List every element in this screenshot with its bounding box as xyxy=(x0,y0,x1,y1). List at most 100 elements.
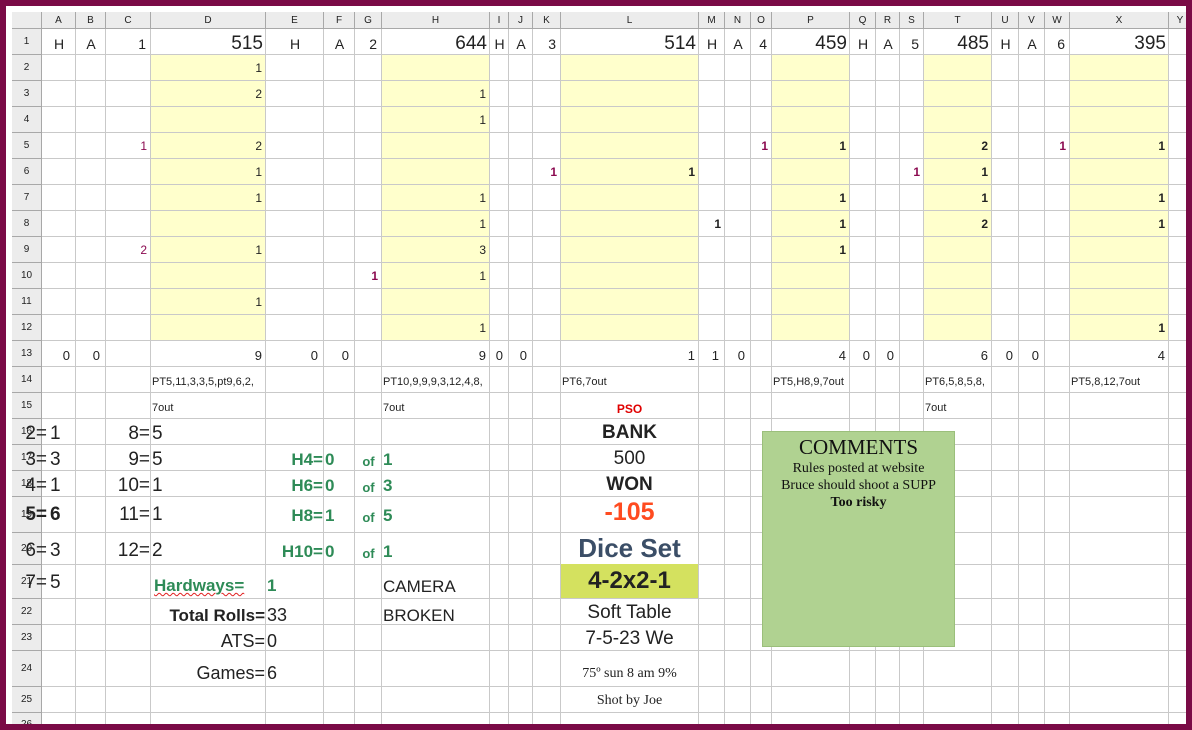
row-header-10[interactable]: 10 xyxy=(12,263,42,289)
cell-m13[interactable] xyxy=(699,341,725,367)
cell-l6[interactable] xyxy=(561,159,699,185)
cell-l5[interactable] xyxy=(561,133,699,159)
cell-g14[interactable] xyxy=(355,367,382,393)
cell-e2[interactable] xyxy=(266,55,324,81)
cell-l15[interactable] xyxy=(561,393,699,419)
cell-h16[interactable] xyxy=(382,419,490,445)
cell-o26[interactable] xyxy=(751,713,772,724)
cell-y11[interactable] xyxy=(1169,289,1186,315)
cell-k16[interactable] xyxy=(533,419,561,445)
cell-i24[interactable] xyxy=(490,651,509,687)
cell-c23[interactable] xyxy=(106,625,151,651)
cell-b20[interactable] xyxy=(76,533,106,565)
cell-f3[interactable] xyxy=(324,81,355,107)
cell-v21[interactable] xyxy=(1019,565,1045,599)
cell-m2[interactable] xyxy=(699,55,725,81)
cell-s1[interactable] xyxy=(900,29,924,55)
cell-l22[interactable] xyxy=(561,599,699,625)
cell-w23[interactable] xyxy=(1045,625,1070,651)
cell-r15[interactable] xyxy=(876,393,900,419)
cell-d9[interactable] xyxy=(151,237,266,263)
cell-y16[interactable] xyxy=(1169,419,1186,445)
cell-e6[interactable] xyxy=(266,159,324,185)
cell-w12[interactable] xyxy=(1045,315,1070,341)
cell-t14[interactable] xyxy=(924,367,992,393)
cell-k6[interactable] xyxy=(533,159,561,185)
cell-t22[interactable] xyxy=(924,599,992,625)
cell-g24[interactable] xyxy=(355,651,382,687)
cell-h24[interactable] xyxy=(382,651,490,687)
cell-m23[interactable] xyxy=(699,625,725,651)
cell-t25[interactable] xyxy=(924,687,992,713)
cell-j7[interactable] xyxy=(509,185,533,211)
cell-w5[interactable] xyxy=(1045,133,1070,159)
cell-n12[interactable] xyxy=(725,315,751,341)
cell-t2[interactable] xyxy=(924,55,992,81)
cell-b3[interactable] xyxy=(76,81,106,107)
cell-g15[interactable] xyxy=(355,393,382,419)
cell-p25[interactable] xyxy=(772,687,850,713)
cell-y17[interactable] xyxy=(1169,445,1186,471)
cell-o14[interactable] xyxy=(751,367,772,393)
cell-c18[interactable] xyxy=(106,471,151,497)
cell-j24[interactable] xyxy=(509,651,533,687)
cell-x1[interactable] xyxy=(1070,29,1169,55)
row-header-8[interactable]: 8 xyxy=(12,211,42,237)
cell-v4[interactable] xyxy=(1019,107,1045,133)
cell-v11[interactable] xyxy=(1019,289,1045,315)
cell-r5[interactable] xyxy=(876,133,900,159)
cell-q3[interactable] xyxy=(850,81,876,107)
cell-v6[interactable] xyxy=(1019,159,1045,185)
column-header-k[interactable]: K xyxy=(533,12,561,29)
cell-b17[interactable] xyxy=(76,445,106,471)
cell-y2[interactable] xyxy=(1169,55,1186,81)
cell-t11[interactable] xyxy=(924,289,992,315)
cell-t17[interactable] xyxy=(924,445,992,471)
cell-j4[interactable] xyxy=(509,107,533,133)
cell-l25[interactable] xyxy=(561,687,699,713)
cell-j14[interactable] xyxy=(509,367,533,393)
cell-l24[interactable] xyxy=(561,651,699,687)
cell-a18[interactable] xyxy=(42,471,76,497)
cell-a26[interactable] xyxy=(42,713,76,724)
cell-v19[interactable] xyxy=(1019,497,1045,533)
column-header-x[interactable]: X xyxy=(1070,12,1169,29)
cell-u8[interactable] xyxy=(992,211,1019,237)
cell-d18[interactable] xyxy=(151,471,266,497)
cell-f21[interactable] xyxy=(324,565,355,599)
cell-c25[interactable] xyxy=(106,687,151,713)
cell-p1[interactable] xyxy=(772,29,850,55)
cell-j1[interactable] xyxy=(509,29,533,55)
cell-c19[interactable] xyxy=(106,497,151,533)
cell-j20[interactable] xyxy=(509,533,533,565)
cell-w2[interactable] xyxy=(1045,55,1070,81)
cell-k9[interactable] xyxy=(533,237,561,263)
cell-v10[interactable] xyxy=(1019,263,1045,289)
cell-l17[interactable] xyxy=(561,445,699,471)
cell-o1[interactable] xyxy=(751,29,772,55)
cell-s25[interactable] xyxy=(900,687,924,713)
cell-i15[interactable] xyxy=(490,393,509,419)
cell-l4[interactable] xyxy=(561,107,699,133)
row-header-18[interactable]: 18 xyxy=(12,471,42,497)
cell-p24[interactable] xyxy=(772,651,850,687)
cell-w19[interactable] xyxy=(1045,497,1070,533)
cell-q14[interactable] xyxy=(850,367,876,393)
cell-h13[interactable] xyxy=(382,341,490,367)
cell-f24[interactable] xyxy=(324,651,355,687)
cell-v5[interactable] xyxy=(1019,133,1045,159)
cell-a15[interactable] xyxy=(42,393,76,419)
cell-d2[interactable] xyxy=(151,55,266,81)
cell-q2[interactable] xyxy=(850,55,876,81)
cell-v2[interactable] xyxy=(1019,55,1045,81)
cell-m17[interactable] xyxy=(699,445,725,471)
cell-a4[interactable] xyxy=(42,107,76,133)
cell-v23[interactable] xyxy=(1019,625,1045,651)
cell-p13[interactable] xyxy=(772,341,850,367)
cell-a16[interactable] xyxy=(42,419,76,445)
cell-p5[interactable] xyxy=(772,133,850,159)
cell-c7[interactable] xyxy=(106,185,151,211)
cell-j12[interactable] xyxy=(509,315,533,341)
cell-k10[interactable] xyxy=(533,263,561,289)
cell-p12[interactable] xyxy=(772,315,850,341)
